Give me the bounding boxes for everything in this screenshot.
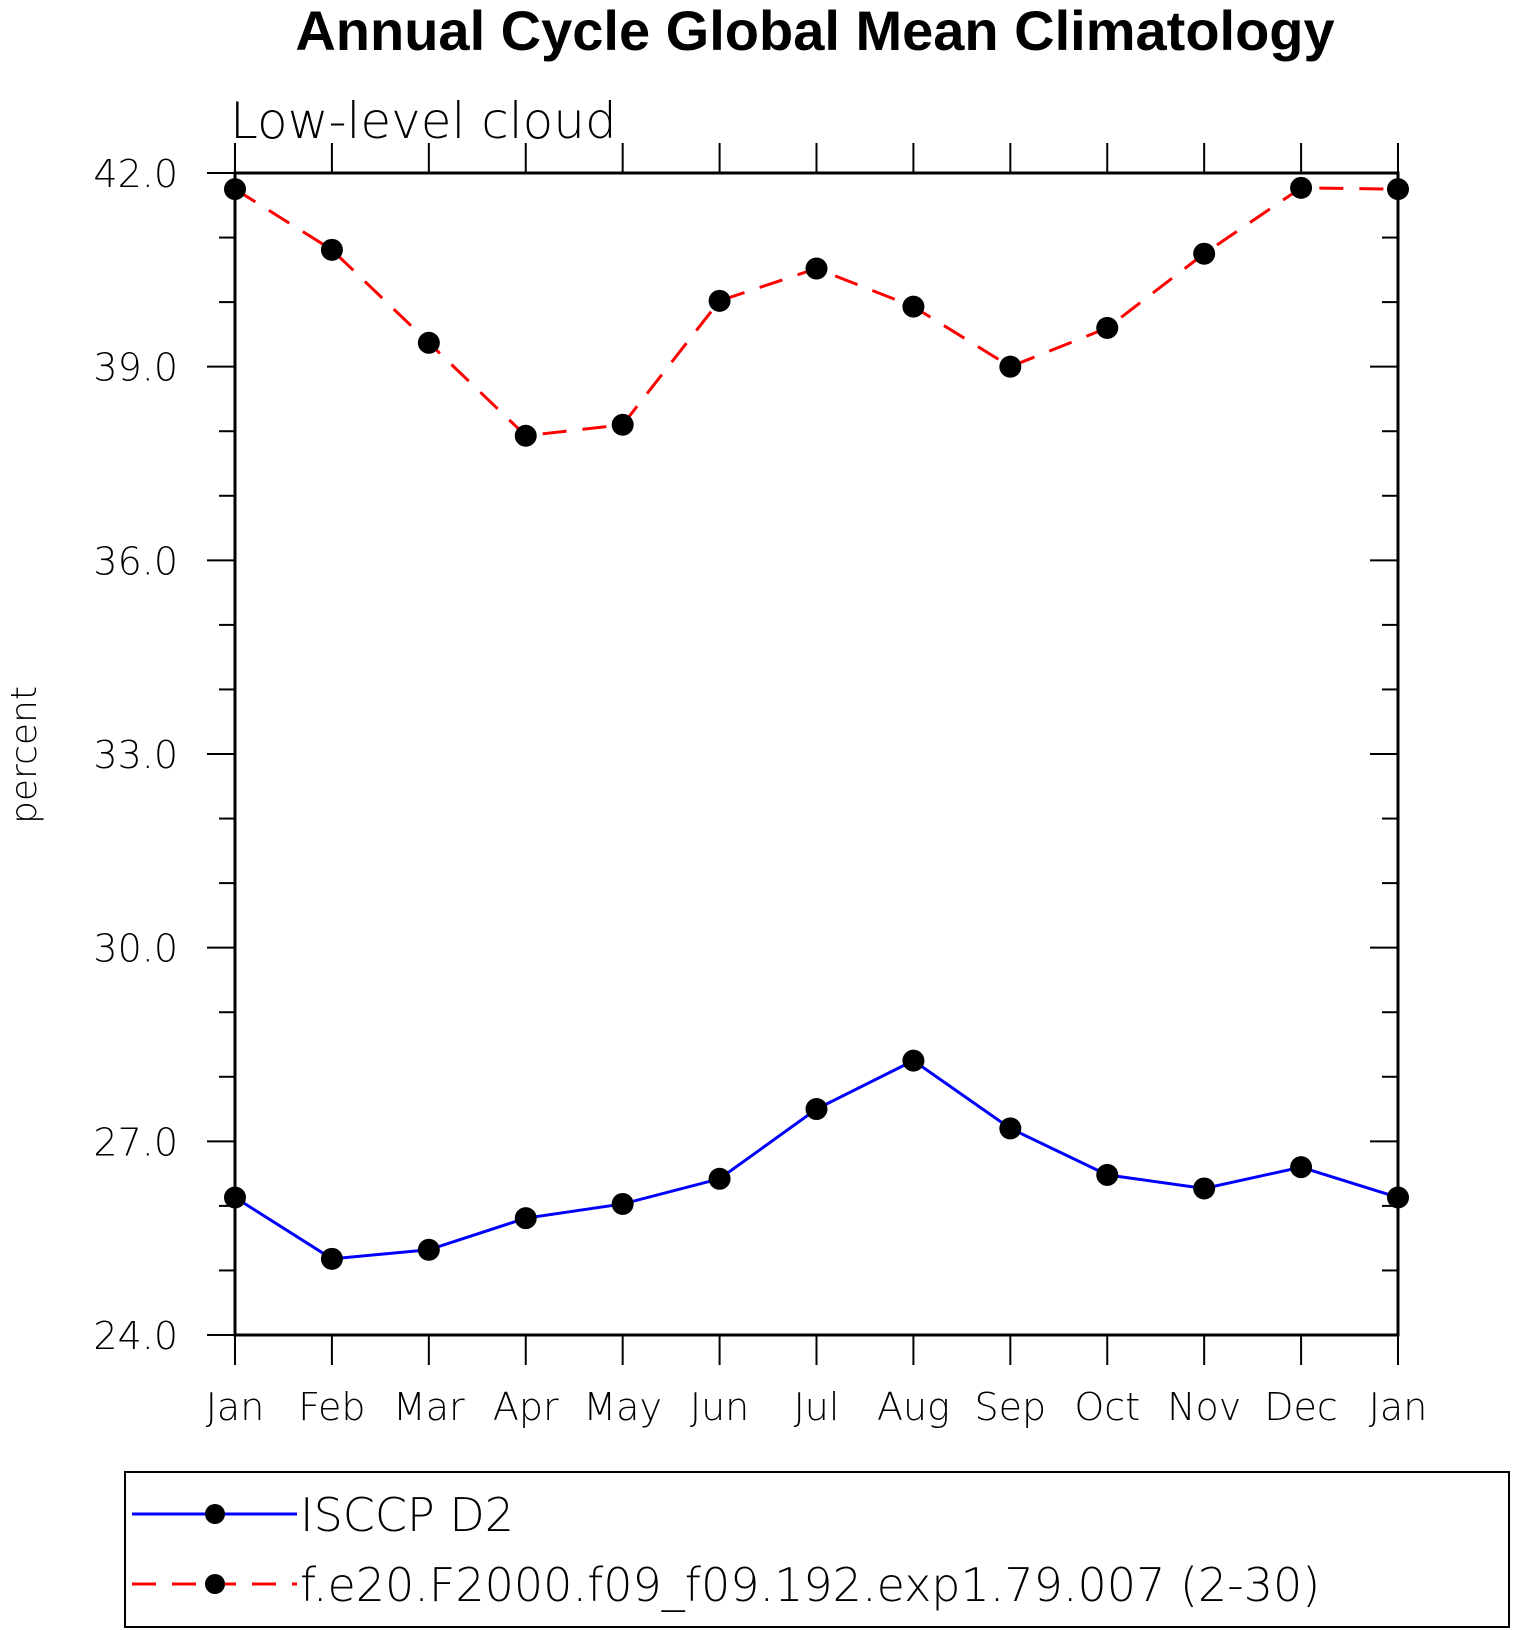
x-tick-label: Nov xyxy=(1167,1385,1241,1429)
x-tick-labels: Jan Feb Mar Apr May Jun Jul Aug Sep Oct Nov Dec Jan xyxy=(206,1385,1428,1429)
data-point-series-1 xyxy=(1096,1163,1119,1186)
y-tick-label: 30.0 xyxy=(93,927,178,971)
y-tick-label: 42.0 xyxy=(93,152,178,196)
data-point-series-2 xyxy=(708,289,731,312)
data-point-series-1 xyxy=(1290,1156,1313,1179)
x-tick-label: Feb xyxy=(298,1385,365,1429)
series-markers xyxy=(224,176,1409,1270)
data-point-series-1 xyxy=(805,1098,828,1121)
y-axis-label: percent xyxy=(4,686,45,824)
data-point-series-2 xyxy=(902,295,925,318)
plot-frame xyxy=(233,171,1400,1337)
legend-marker-series-1 xyxy=(205,1504,225,1524)
y-tick-label: 33.0 xyxy=(93,733,178,777)
y-tick-label: 39.0 xyxy=(93,346,178,390)
series-line-1 xyxy=(234,1058,1399,1261)
data-point-series-1 xyxy=(999,1117,1022,1140)
x-tick-label: Jan xyxy=(206,1385,265,1429)
legend-box xyxy=(124,1471,1510,1628)
data-point-series-2 xyxy=(320,238,343,261)
data-point-series-2 xyxy=(805,257,828,280)
data-point-series-2 xyxy=(611,413,634,436)
x-tick-label: Jun xyxy=(690,1385,749,1429)
chart-title: Annual Cycle Global Mean Climatology xyxy=(295,0,1334,62)
x-tick-label: Mar xyxy=(393,1385,465,1429)
x-tick-label: Jul xyxy=(794,1385,840,1429)
y-tick-label: 36.0 xyxy=(93,539,178,583)
x-tick-label: Apr xyxy=(493,1385,559,1429)
x-tick-label: Aug xyxy=(877,1385,950,1429)
legend-marker-series-2 xyxy=(205,1574,225,1594)
data-point-series-1 xyxy=(708,1167,731,1190)
legend-label-series-1: ISCCP D2 xyxy=(300,1488,514,1542)
data-point-series-2 xyxy=(1290,176,1313,199)
legend-label-series-2: f.e20.F2000.f09_f09.192.exp1.79.007 (2-3… xyxy=(300,1558,1320,1612)
x-tick-label: Dec xyxy=(1264,1385,1338,1429)
x-tick-label: Jan xyxy=(1369,1385,1428,1429)
series-line-2 xyxy=(234,186,1399,438)
data-point-series-1 xyxy=(1193,1177,1216,1200)
data-point-series-2 xyxy=(417,331,440,354)
data-point-series-2 xyxy=(1193,242,1216,265)
y-tick-labels: 24.0 27.0 30.0 33.0 36.0 39.0 42.0 xyxy=(93,152,178,1358)
chart-subtitle: Low-level cloud xyxy=(230,92,617,150)
x-tick-label: Sep xyxy=(975,1385,1047,1429)
x-tick-label: May xyxy=(583,1385,662,1429)
y-tick-label: 24.0 xyxy=(93,1314,178,1358)
legend: ISCCP D2 f.e20.F2000.f09_f09.192.exp1.79… xyxy=(124,1471,1510,1628)
y-tick-label: 27.0 xyxy=(93,1120,178,1164)
data-point-series-2 xyxy=(1096,316,1119,339)
data-point-series-1 xyxy=(611,1192,634,1215)
data-point-series-2 xyxy=(999,355,1022,378)
data-point-series-1 xyxy=(417,1238,440,1261)
data-point-series-1 xyxy=(902,1049,925,1072)
axis-ticks xyxy=(207,143,1399,1365)
data-point-series-2 xyxy=(514,424,537,447)
data-point-series-1 xyxy=(514,1207,537,1230)
x-tick-label: Oct xyxy=(1074,1385,1140,1429)
data-point-series-1 xyxy=(320,1247,343,1270)
